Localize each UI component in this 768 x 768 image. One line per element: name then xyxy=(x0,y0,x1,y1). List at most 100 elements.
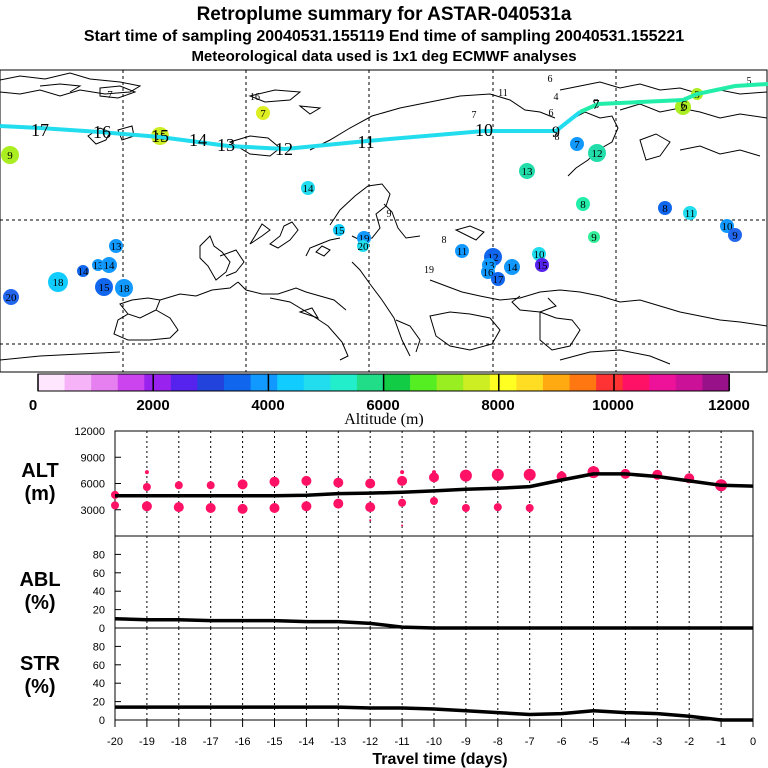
plume-marker-dot xyxy=(675,99,691,115)
plume-marker-dot xyxy=(728,228,742,242)
plume-marker-label: 8 xyxy=(442,235,447,246)
colorbar-swatch xyxy=(277,374,305,391)
abl-unit-label: (%) xyxy=(24,592,55,614)
altitude-point xyxy=(174,481,183,490)
track-day-label: 11 xyxy=(357,132,374,152)
colorbar-swatch xyxy=(410,374,438,391)
altitude-point xyxy=(495,477,500,482)
plume-marker-label: 18 xyxy=(119,283,131,295)
x-tick-label: -6 xyxy=(557,736,567,748)
plume-marker-dot xyxy=(570,137,584,151)
plume-marker-dot xyxy=(481,265,495,279)
colorbar-swatch xyxy=(383,374,411,391)
plume-marker-label: 11 xyxy=(498,88,508,99)
altitude-point xyxy=(144,470,149,475)
plume-marker-dot xyxy=(77,265,89,277)
plume-marker-dot xyxy=(256,106,270,120)
x-tick-label: -9 xyxy=(461,736,471,748)
colorbar-swatch xyxy=(596,374,624,391)
plume-marker-label: 14 xyxy=(104,260,116,272)
track-day-label: 13 xyxy=(217,135,235,155)
altitude-point xyxy=(141,501,152,512)
altitude-point xyxy=(365,502,376,513)
plume-marker-label: 20 xyxy=(358,241,370,253)
plume-marker-label: 6 xyxy=(548,74,553,85)
plume-marker-label: 7 xyxy=(260,108,266,120)
altitude-point xyxy=(559,471,564,475)
y-tick-label: 3000 xyxy=(81,505,105,517)
colorbar-tick-label: 10000 xyxy=(592,397,634,414)
plume-marker-dot xyxy=(519,163,535,179)
y-tick-label: 40 xyxy=(93,678,105,690)
plume-marker-label: 5 xyxy=(747,76,752,87)
altitude-point xyxy=(365,478,376,489)
colorbar-swatch xyxy=(489,374,517,391)
plume-marker-dot xyxy=(109,239,123,253)
altitude-point xyxy=(333,498,344,509)
y-tick-label: 12000 xyxy=(74,426,105,438)
track-day-label: 12 xyxy=(275,139,293,159)
x-tick-label: -15 xyxy=(267,736,283,748)
colorbar-swatch xyxy=(542,374,571,391)
plume-marker-dot xyxy=(588,144,606,162)
graticule xyxy=(0,70,767,372)
altitude-point xyxy=(432,470,436,475)
plume-marker-label: 6 xyxy=(549,108,554,119)
figure-title: Retroplume summary for ASTAR-040531a xyxy=(197,4,572,25)
colorbar-tick-label: 12000 xyxy=(708,397,750,414)
colorbar-swatch xyxy=(91,374,119,391)
track-day-label: 9 xyxy=(552,124,560,141)
y-tick-label: 20 xyxy=(93,697,105,709)
altitude-point xyxy=(493,503,502,512)
plume-marker-label: 16 xyxy=(250,92,260,103)
plume-marker-label: 10 xyxy=(722,221,734,233)
x-tick-label: -18 xyxy=(171,736,187,748)
colorbar-swatch xyxy=(38,374,66,391)
altitude-point xyxy=(301,501,312,512)
colorbar-swatch xyxy=(569,374,597,391)
str-unit-label: (%) xyxy=(24,676,55,698)
plume-marker-dot xyxy=(720,219,734,233)
plume-marker-dot xyxy=(48,272,68,292)
track-day-label: 7 xyxy=(593,98,600,113)
colorbar-swatch xyxy=(675,374,703,391)
altitude-point xyxy=(142,483,151,491)
plume-marker-dot xyxy=(115,279,133,297)
plume-marker-dot xyxy=(95,278,113,296)
plume-marker-label: 14 xyxy=(303,183,315,195)
colorbar-swatch xyxy=(144,374,172,391)
str-panel: 0 20 40 60 80 STR(%) xyxy=(20,627,754,727)
track-day-label: 15 xyxy=(151,126,169,146)
altitude-point xyxy=(430,497,438,505)
altitude-point xyxy=(461,504,470,512)
x-tick-label: -11 xyxy=(395,736,410,748)
plume-marker-label: 11 xyxy=(685,208,696,220)
alt-panel: 3000 6000 9000 12000 ALT(m) xyxy=(21,426,754,537)
x-tick-label: -16 xyxy=(235,736,251,748)
plume-marker-dot xyxy=(301,181,315,195)
plume-marker-dot xyxy=(658,201,672,215)
plume-marker-dot xyxy=(683,206,697,220)
plume-marker-label: 8 xyxy=(662,203,668,215)
abl-panel: 0 20 40 60 80 ABL(%) xyxy=(19,535,754,635)
plume-marker-dot xyxy=(576,197,590,211)
y-tick-label: 6000 xyxy=(81,479,105,491)
plume-marker-label: 12 xyxy=(488,252,499,264)
altitude-point xyxy=(301,475,312,486)
plume-marker-dot xyxy=(504,259,520,275)
altitude-point xyxy=(429,472,439,483)
altitude-point xyxy=(237,503,248,514)
y-tick-label: 9000 xyxy=(81,452,105,464)
plume-marker-label: 10 xyxy=(534,249,546,261)
colorbar-tick-label: 0 xyxy=(29,397,37,414)
colorbar-swatch xyxy=(224,374,252,391)
altitude-point xyxy=(333,477,344,488)
colorbar-swatch xyxy=(649,374,677,391)
plume-marker-label: 7 xyxy=(472,110,477,121)
plume-marker-label: 18 xyxy=(53,277,65,289)
met-data-note: Meteorological data used is 1x1 deg ECMW… xyxy=(191,48,576,65)
colorbar-swatch xyxy=(702,374,730,391)
colorbar-tick-label: 8000 xyxy=(481,397,514,414)
altitude-point xyxy=(111,501,119,510)
